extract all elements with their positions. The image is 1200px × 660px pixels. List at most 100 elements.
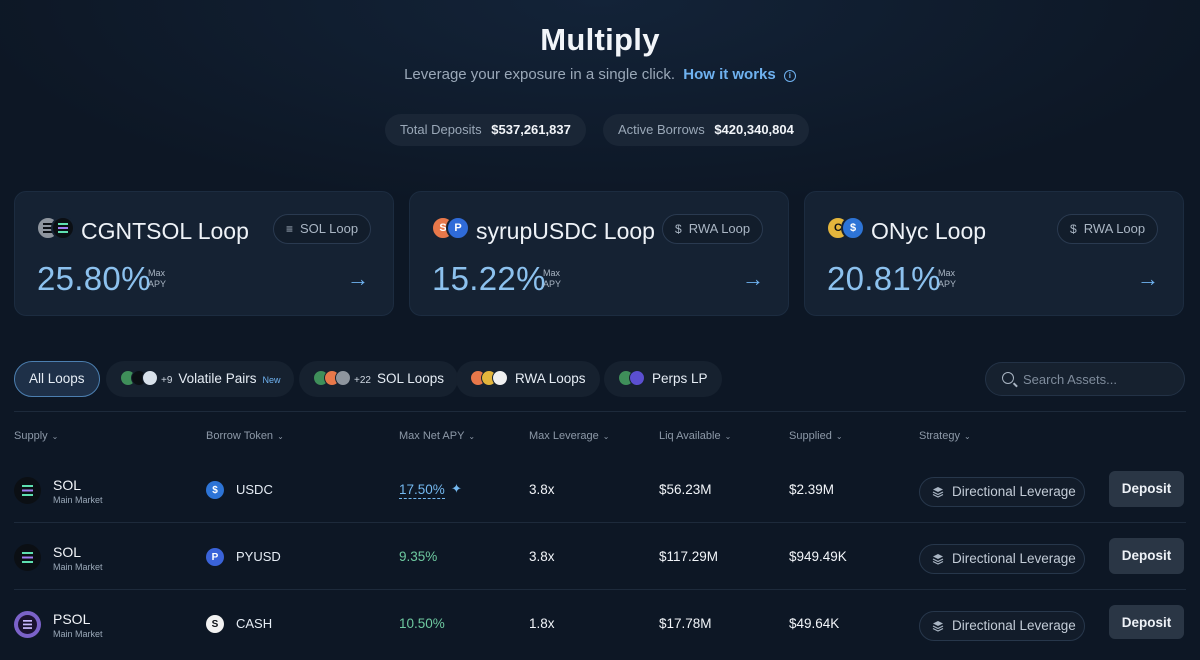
borrow-token-name: CASH (236, 616, 273, 631)
strategy-badge: Directional Leverage (919, 544, 1085, 574)
search-box[interactable] (985, 362, 1185, 396)
chevron-down-icon: ⌄ (51, 432, 59, 441)
info-icon[interactable]: i (783, 70, 796, 82)
column-label: Max Net APY (399, 430, 465, 442)
filter-all-loops[interactable]: All Loops (14, 361, 100, 397)
column-header-strategy[interactable]: Strategy ⌄ (919, 430, 971, 442)
chevron-down-icon: ⌄ (963, 432, 971, 441)
card-tag-label: RWA Loop (1083, 221, 1146, 236)
column-header-supplied[interactable]: Supplied ⌄ (789, 430, 843, 442)
deposit-button[interactable]: Deposit (1109, 471, 1184, 507)
column-label: Max Leverage (529, 430, 599, 442)
psol-token-icon (14, 611, 41, 638)
layers-icon (932, 621, 944, 632)
card-apy-value: 20.81% (827, 260, 941, 297)
deposit-button[interactable]: Deposit (1109, 605, 1184, 639)
how-it-works-link[interactable]: How it works (683, 66, 776, 83)
featured-card-syrupusdc[interactable]: S P syrupUSDC Loop $ RWA Loop 15.22% Max A… (409, 191, 789, 316)
supply-asset-name: SOL (53, 477, 82, 493)
supply-asset-market: Main Market (53, 629, 103, 639)
card-apy-label: Max APY (938, 268, 956, 290)
apy-label-max: Max (938, 268, 956, 278)
rwa-loops-label: RWA Loops (515, 371, 586, 386)
column-label: Strategy (919, 430, 960, 442)
supplied-amount: $49.64K (789, 616, 840, 631)
strategy-badge: Directional Leverage (919, 477, 1085, 507)
page-title: Multiply (540, 22, 660, 57)
apy-label-apy: APY (543, 279, 562, 289)
strategy-label: Directional Leverage (952, 618, 1076, 633)
max-net-apy: 9.35% (399, 549, 438, 564)
filter-sol-loops[interactable]: +22 SOL Loops (299, 361, 459, 397)
card-tag-label: SOL Loop (300, 221, 359, 236)
token-icon (335, 370, 351, 386)
arrow-right-icon[interactable]: → (347, 266, 369, 291)
filter-perps-lp[interactable]: Perps LP (604, 361, 722, 397)
filter-rwa-loops[interactable]: RWA Loops (456, 361, 600, 397)
borrow-token-name: USDC (236, 482, 273, 497)
pyusd-token-icon: P (206, 548, 224, 566)
max-leverage: 3.8x (529, 549, 555, 564)
column-header-liq-available[interactable]: Liq Available ⌄ (659, 430, 731, 442)
table-row[interactable]: PSOL Main Market S CASH 10.50% 1.8x $17.… (0, 594, 1200, 660)
row-divider (14, 589, 1186, 590)
total-deposits-label: Total Deposits (400, 122, 482, 137)
max-leverage: 3.8x (529, 482, 555, 497)
table-row[interactable]: SOL Main Market $ USDC 17.50% ✦ 3.8x $56… (0, 460, 1200, 526)
card-tag[interactable]: $ RWA Loop (662, 214, 764, 244)
chevron-down-icon: ⌄ (277, 432, 284, 441)
sol-token-icon (14, 477, 41, 504)
token-icon (492, 370, 508, 386)
supply-asset-name: SOL (53, 544, 82, 560)
featured-card-onyc[interactable]: C $ ONyc Loop $ RWA Loop 20.81% Max APY → (804, 191, 1184, 316)
supplied-amount: $2.39M (789, 482, 835, 497)
strategy-label: Directional Leverage (952, 484, 1076, 499)
divider (14, 411, 1186, 412)
cash-token-icon: S (206, 615, 224, 633)
pyusd-coin-icon: P (446, 216, 470, 240)
column-label: Supply (14, 430, 48, 442)
chevron-down-icon: ⌄ (724, 432, 732, 441)
card-apy-value: 25.80% (37, 260, 151, 297)
token-icon (629, 370, 645, 386)
sol-count: +22 (354, 375, 371, 386)
max-net-apy: 10.50% (399, 616, 445, 631)
page-subtitle: Leverage your exposure in a single click… (0, 66, 1200, 83)
arrow-right-icon[interactable]: → (742, 266, 764, 291)
card-apy-label: Max APY (148, 268, 166, 290)
card-tag[interactable]: ≡ SOL Loop (273, 214, 372, 244)
chevron-down-icon: ⌄ (602, 432, 610, 441)
table-row[interactable]: SOL Main Market P PYUSD 9.35% 3.8x $117.… (0, 527, 1200, 593)
sol-loops-label: SOL Loops (376, 371, 445, 386)
card-title: syrupUSDC Loop (476, 218, 655, 244)
filter-volatile-pairs[interactable]: +9 Volatile Pairs New (106, 361, 295, 397)
max-net-apy[interactable]: 17.50% (399, 482, 445, 499)
column-header-supply[interactable]: Supply ⌄ (14, 430, 58, 442)
volatile-label: Volatile Pairs (178, 371, 257, 386)
card-title: ONyc Loop (871, 218, 987, 244)
sparkle-icon: ✦ (451, 481, 462, 496)
apy-label-apy: APY (148, 279, 167, 289)
sol-icon: ≡ (286, 222, 294, 236)
active-borrows-pill: Active Borrows $420,340,804 (603, 114, 809, 146)
sol-token-icon (14, 544, 41, 571)
column-header-max-net-apy[interactable]: Max Net APY ⌄ (399, 430, 475, 442)
supply-asset-market: Main Market (53, 562, 103, 572)
column-header-max-leverage[interactable]: Max Leverage ⌄ (529, 430, 609, 442)
featured-card-cgntsol[interactable]: CGNTSOL Loop ≡ SOL Loop 25.80% Max APY → (14, 191, 394, 316)
usdc-token-icon: $ (206, 481, 224, 499)
card-tag[interactable]: $ RWA Loop (1057, 214, 1159, 244)
card-token-icons: C $ (826, 216, 872, 240)
deposit-button[interactable]: Deposit (1109, 538, 1184, 574)
arrow-right-icon[interactable]: → (1137, 266, 1159, 291)
active-borrows-value: $420,340,804 (714, 122, 794, 137)
liq-available: $17.78M (659, 616, 712, 631)
column-header-borrow-token[interactable]: Borrow Token ⌄ (206, 430, 284, 442)
token-icon (142, 370, 158, 386)
chevron-down-icon: ⌄ (835, 432, 843, 441)
liq-available: $56.23M (659, 482, 712, 497)
supplied-amount: $949.49K (789, 549, 847, 564)
search-input[interactable] (1023, 363, 1173, 395)
strategy-badge: Directional Leverage (919, 611, 1085, 641)
chevron-down-icon: ⌄ (468, 432, 476, 441)
